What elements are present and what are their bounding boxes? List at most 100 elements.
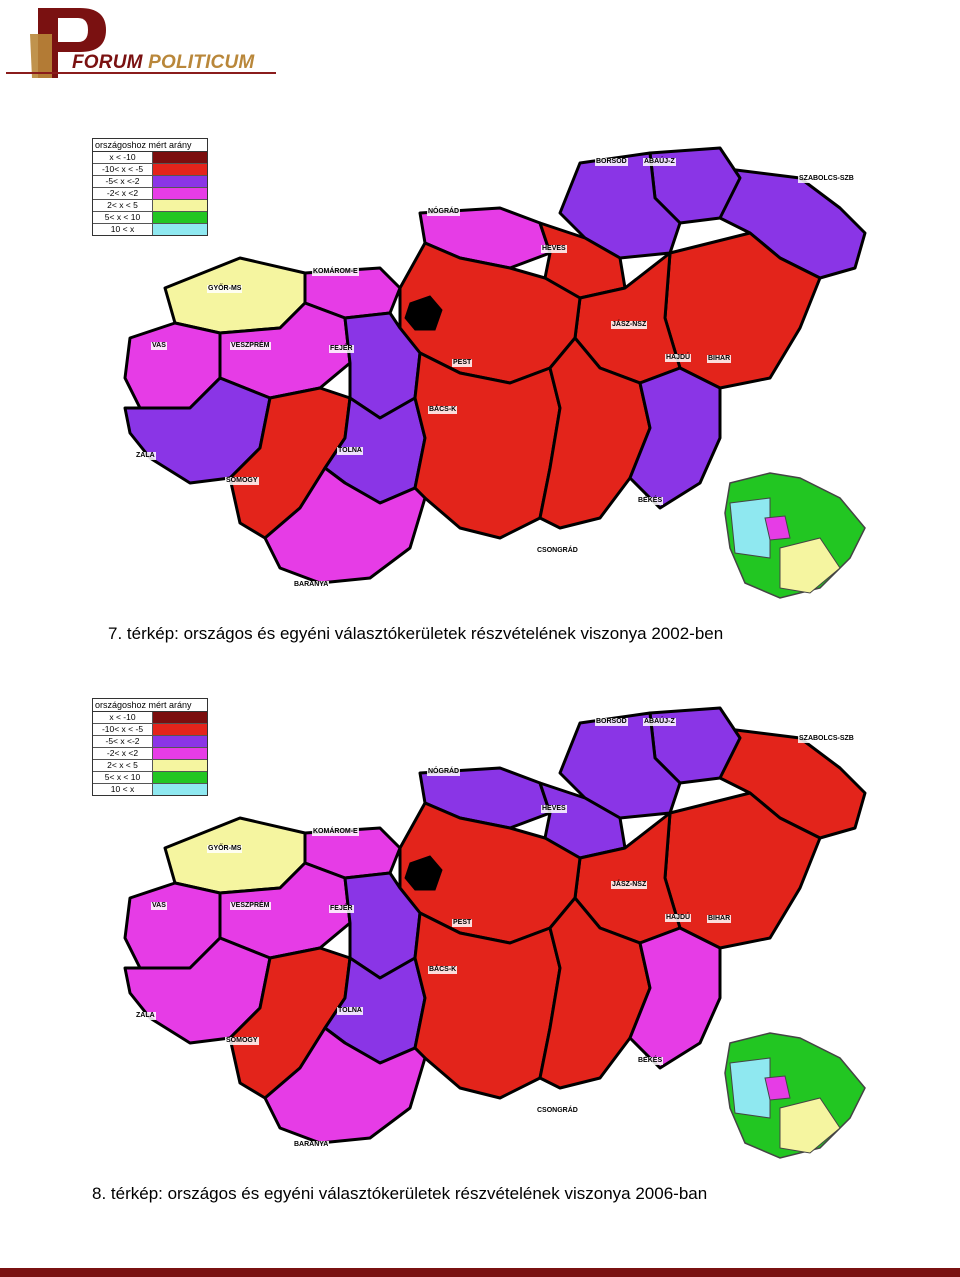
legend-label: -10< x < -5 <box>93 724 153 735</box>
legend-swatch <box>153 224 207 235</box>
region-label-jasz: JÁSZ-NSZ <box>611 881 648 889</box>
legend-row: 5< x < 10 <box>93 212 207 224</box>
budapest-inset-district <box>764 1075 791 1101</box>
legend-row: -5< x <-2 <box>93 176 207 188</box>
budapest-area <box>404 855 443 891</box>
budapest-inset-district <box>729 1057 771 1119</box>
footer-bar <box>0 1268 960 1277</box>
region-label-komarom: KOMÁROM-E <box>312 828 359 836</box>
legend-swatch <box>153 784 207 795</box>
region-label-hajdu: HAJDÚ <box>665 354 692 362</box>
region-label-csongrad: CSONGRÁD <box>536 547 579 555</box>
region-label-borsod: BORSOD <box>595 718 628 726</box>
logo-text: FORUM POLITICUM <box>72 52 254 74</box>
legend-label: 10 < x <box>93 224 153 235</box>
region-label-heves: HEVES <box>541 805 567 813</box>
region-label-komarom: KOMÁROM-E <box>312 268 359 276</box>
legend-label: 2< x < 5 <box>93 760 153 771</box>
budapest-area <box>404 295 443 331</box>
legend-row: 10 < x <box>93 224 207 235</box>
legend-swatch <box>153 760 207 771</box>
legend-row: 10 < x <box>93 784 207 795</box>
region-label-szabolcs: SZABOLCS-SZB <box>798 735 855 743</box>
region-label-borsod: BORSOD <box>595 158 628 166</box>
legend-swatch <box>153 748 207 759</box>
county-bekes <box>628 366 722 510</box>
budapest-inset-district <box>779 1097 841 1154</box>
region-label-vas: VAS <box>151 902 167 910</box>
legend-label: 2< x < 5 <box>93 200 153 211</box>
county-gyor <box>163 256 307 335</box>
legend-row: -10< x < -5 <box>93 724 207 736</box>
region-label-jasz: JÁSZ-NSZ <box>611 321 648 329</box>
legend-row: -10< x < -5 <box>93 164 207 176</box>
legend-swatch <box>153 772 207 783</box>
header: FORUM POLITICUM <box>0 0 960 95</box>
legend-swatch <box>153 188 207 199</box>
region-label-fejer: FEJÉR <box>329 345 354 353</box>
legend-title: országoshoz mért arány <box>93 699 207 712</box>
hungary-map-2006 <box>123 706 867 1159</box>
county-szabolcs <box>718 166 867 280</box>
region-label-veszprem: VESZPRÉM <box>230 342 271 350</box>
legend-swatch <box>153 200 207 211</box>
legend-swatch <box>153 712 207 723</box>
region-label-hajdu: HAJDÚ <box>665 914 692 922</box>
region-label-somogy: SOMOGY <box>225 477 259 485</box>
county-bacs <box>413 351 562 540</box>
legend-swatch <box>153 724 207 735</box>
region-label-baranya: BARANYA <box>293 1141 330 1149</box>
region-label-vas: VAS <box>151 342 167 350</box>
region-label-szabolcs: SZABOLCS-SZB <box>798 175 855 183</box>
hungary-map-2002 <box>123 146 867 599</box>
legend-row: -2< x <2 <box>93 188 207 200</box>
legend-title: országoshoz mért arány <box>93 139 207 152</box>
legend-label: x < -10 <box>93 712 153 723</box>
county-szabolcs <box>718 726 867 840</box>
region-label-gyor: GYŐR-MS <box>207 285 243 293</box>
turnout-map-2006: országoshoz mért arány x < -10 -10< x < -… <box>80 698 880 1173</box>
county-baranya <box>263 466 427 585</box>
budapest-inset-district <box>779 537 841 594</box>
legend-row: x < -10 <box>93 152 207 164</box>
map-legend: országoshoz mért arány x < -10 -10< x < -… <box>92 138 208 236</box>
legend-swatch <box>153 152 207 163</box>
county-bacs <box>413 911 562 1100</box>
map-caption-2002: 7. térkép: országos és egyéni választóke… <box>108 624 724 643</box>
county-gyor <box>163 816 307 895</box>
legend-label: 5< x < 10 <box>93 772 153 783</box>
region-label-tolna: TOLNA <box>337 447 363 455</box>
region-label-bekes: BÉKÉS <box>637 1057 664 1065</box>
legend-swatch <box>153 736 207 747</box>
legend-swatch <box>153 164 207 175</box>
county-csongrad <box>538 896 652 1090</box>
budapest-inset-district <box>729 497 771 559</box>
legend-label: -5< x <-2 <box>93 736 153 747</box>
legend-row: -5< x <-2 <box>93 736 207 748</box>
region-label-tolna: TOLNA <box>337 1007 363 1015</box>
map-caption-2006: 8. térkép: országos és egyéni választóke… <box>92 1184 708 1203</box>
legend-label: -5< x <-2 <box>93 176 153 187</box>
logo-forum-text: FORUM <box>72 52 143 73</box>
legend-row: 5< x < 10 <box>93 772 207 784</box>
logo-politicum-text: POLITICUM <box>148 52 255 73</box>
region-label-fejer: FEJÉR <box>329 905 354 913</box>
legend-label: -2< x <2 <box>93 748 153 759</box>
legend-label: 10 < x <box>93 784 153 795</box>
region-label-zala: ZALA <box>135 452 156 460</box>
region-label-gyor: GYŐR-MS <box>207 845 243 853</box>
legend-label: -2< x <2 <box>93 188 153 199</box>
legend-row: -2< x <2 <box>93 748 207 760</box>
legend-label: 5< x < 10 <box>93 212 153 223</box>
region-label-nograd: NÓGRÁD <box>427 208 461 216</box>
region-label-abauj: ABAÚJ-Z <box>643 158 676 166</box>
turnout-map-2002: országoshoz mért arány x < -10 -10< x < -… <box>80 138 880 613</box>
budapest-inset-district <box>764 515 791 541</box>
region-label-baranya: BARANYA <box>293 581 330 589</box>
logo-rule <box>6 72 276 74</box>
region-label-bacs: BÁCS-K <box>428 966 458 974</box>
forum-politicum-logo-icon <box>30 8 106 78</box>
region-label-pest: PEST <box>452 919 473 927</box>
legend-row: 2< x < 5 <box>93 200 207 212</box>
region-label-bekes: BÉKÉS <box>637 497 664 505</box>
